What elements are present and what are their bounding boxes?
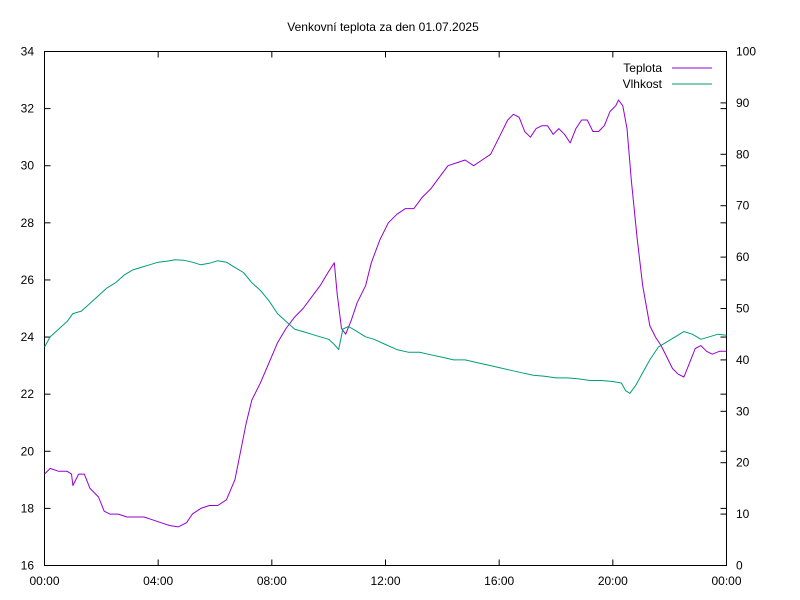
right-tick-label: 40 <box>736 353 750 367</box>
series-layer <box>44 99 727 528</box>
right-tick-label: 100 <box>736 45 756 59</box>
left-tick-label: 28 <box>21 216 35 230</box>
legend: Teplota Vlhkost <box>623 61 712 91</box>
x-tick-label: 12:00 <box>370 574 400 588</box>
right-tick-label: 80 <box>736 147 750 161</box>
legend-label: Vlhkost <box>623 77 663 91</box>
left-tick-label: 34 <box>21 45 35 59</box>
x-tick-label: 20:00 <box>598 574 628 588</box>
x-tick-label: 00:00 <box>711 574 741 588</box>
right-tick-label: 90 <box>736 96 750 110</box>
left-tick-label: 18 <box>21 501 35 515</box>
left-tick-label: 26 <box>21 273 35 287</box>
legend-label: Teplota <box>623 61 662 75</box>
right-tick-label: 20 <box>736 456 750 470</box>
series-line-teplota <box>44 99 727 528</box>
left-tick-label: 24 <box>21 330 35 344</box>
chart-title: Venkovní teplota za den 01.07.2025 <box>287 20 479 34</box>
left-axis: 16 18 20 22 24 26 28 30 32 34 <box>21 45 727 573</box>
right-tick-label: 30 <box>736 404 750 418</box>
left-tick-label: 20 <box>21 444 35 458</box>
right-tick-label: 0 <box>736 559 743 573</box>
x-tick-label: 04:00 <box>143 574 173 588</box>
left-tick-label: 22 <box>21 387 35 401</box>
left-tick-label: 32 <box>21 102 35 116</box>
series-line-vlhkost <box>44 259 727 394</box>
right-tick-label: 10 <box>736 507 750 521</box>
x-tick-label: 16:00 <box>484 574 514 588</box>
x-tick-label: 08:00 <box>257 574 287 588</box>
right-axis: 0 10 20 30 40 50 60 70 80 90 100 <box>720 45 756 573</box>
x-tick-label: 00:00 <box>29 574 59 588</box>
right-tick-label: 60 <box>736 250 750 264</box>
left-tick-label: 30 <box>21 159 35 173</box>
right-tick-label: 50 <box>736 302 750 316</box>
right-tick-label: 70 <box>736 199 750 213</box>
left-tick-label: 16 <box>21 559 35 573</box>
x-axis: 00:00 04:00 08:00 12:00 16:00 20:00 00:00 <box>29 51 742 588</box>
